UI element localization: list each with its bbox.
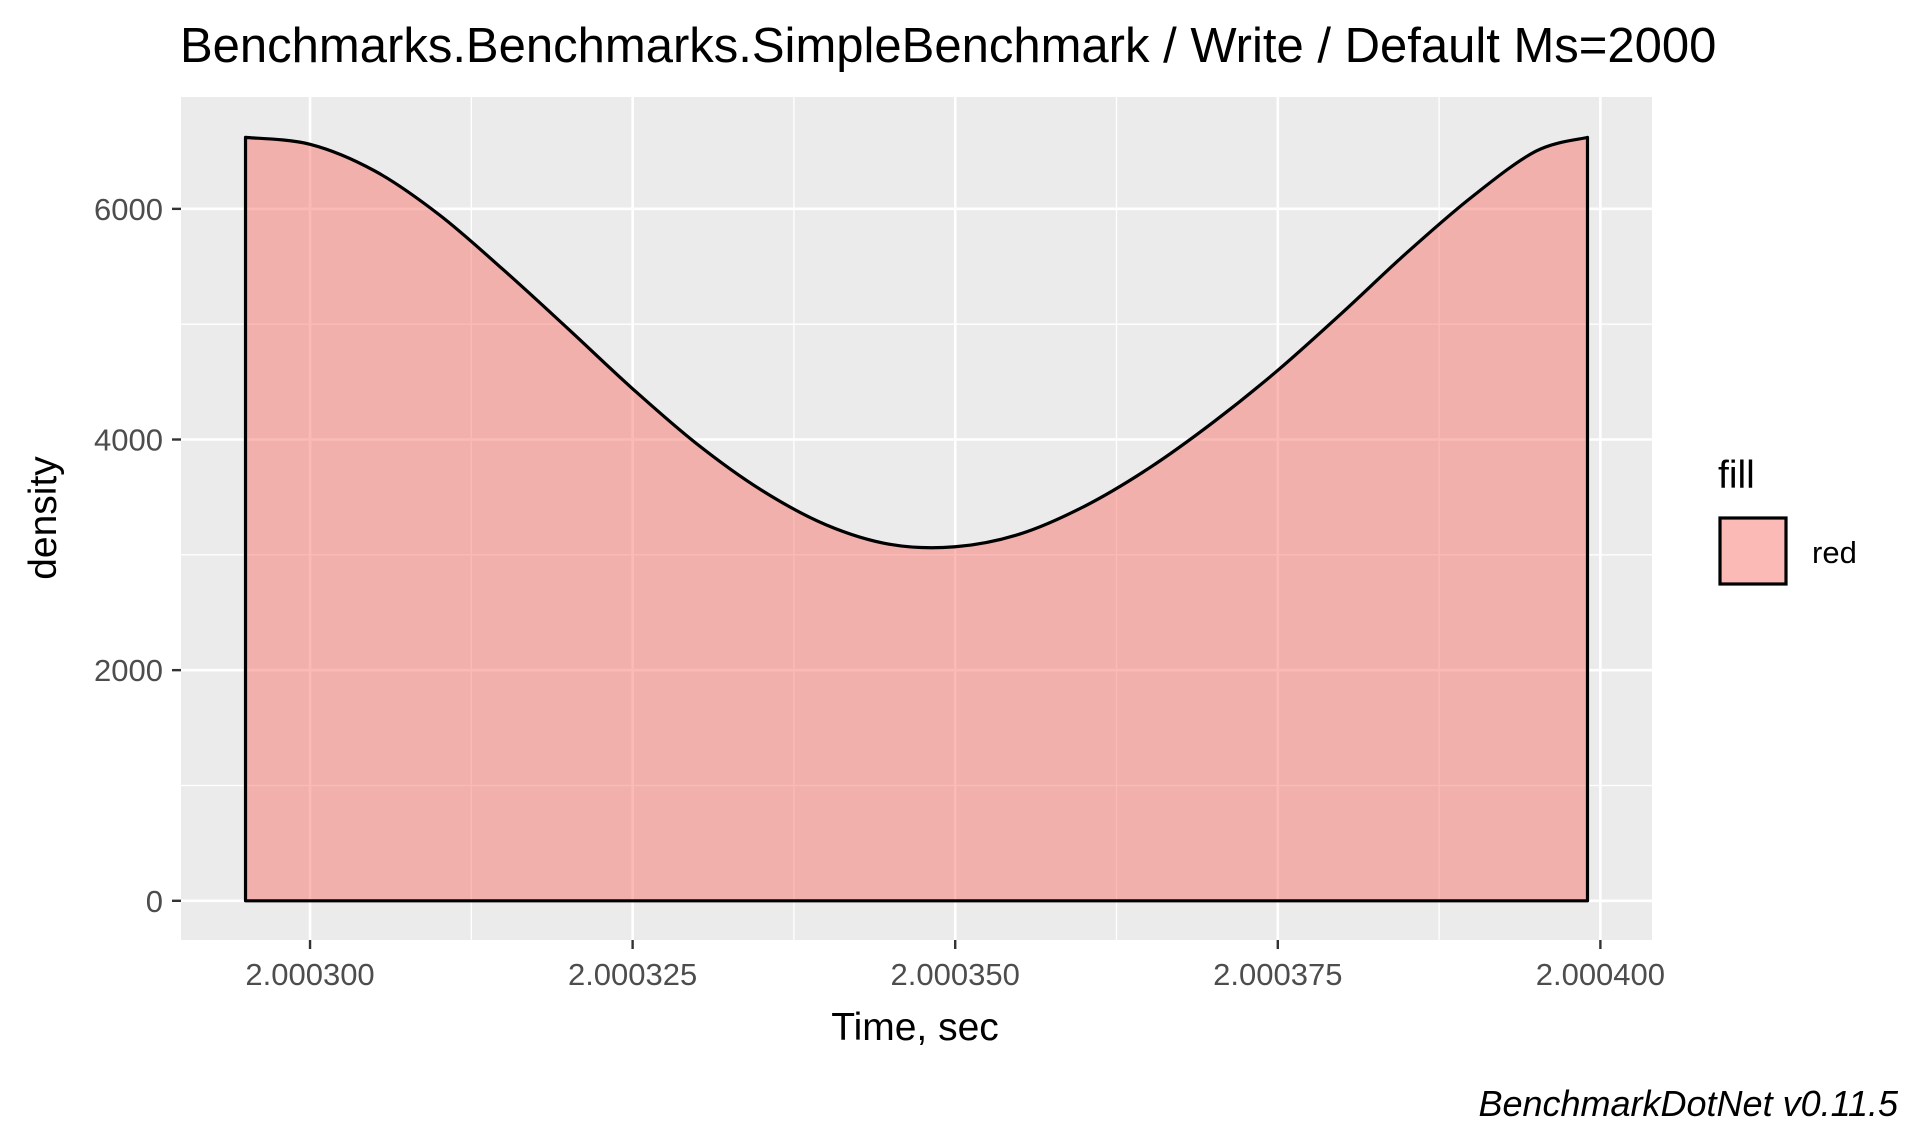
legend-title: fill: [1718, 454, 1755, 497]
series-layer: [243, 135, 1590, 903]
y-tick-label: 4000: [94, 423, 163, 458]
x-tick-label: 2.000375: [1213, 957, 1342, 992]
y-tick-label: 0: [146, 884, 163, 919]
caption: BenchmarkDotNet v0.11.5: [1478, 1083, 1899, 1124]
x-axis-title: Time, sec: [831, 1006, 999, 1049]
x-tick-label: 2.000350: [891, 957, 1020, 992]
x-tick-label: 2.000325: [568, 957, 697, 992]
density-area-red: [243, 135, 1590, 903]
y-axis: 0 2000 4000 6000: [94, 192, 181, 919]
y-axis-title: density: [22, 456, 65, 580]
chart-title: Benchmarks.Benchmarks.SimpleBenchmark / …: [180, 19, 1716, 73]
y-tick-label: 2000: [94, 653, 163, 688]
y-tick-label: 6000: [94, 192, 163, 227]
legend: fill red: [1718, 454, 1857, 586]
x-tick-label: 2.000400: [1536, 957, 1665, 992]
x-axis: 2.000300 2.000325 2.000350 2.000375 2.000400: [245, 940, 1665, 992]
legend-key-red: [1718, 516, 1788, 586]
legend-label-red: red: [1812, 535, 1857, 570]
x-tick-label: 2.000300: [245, 957, 374, 992]
